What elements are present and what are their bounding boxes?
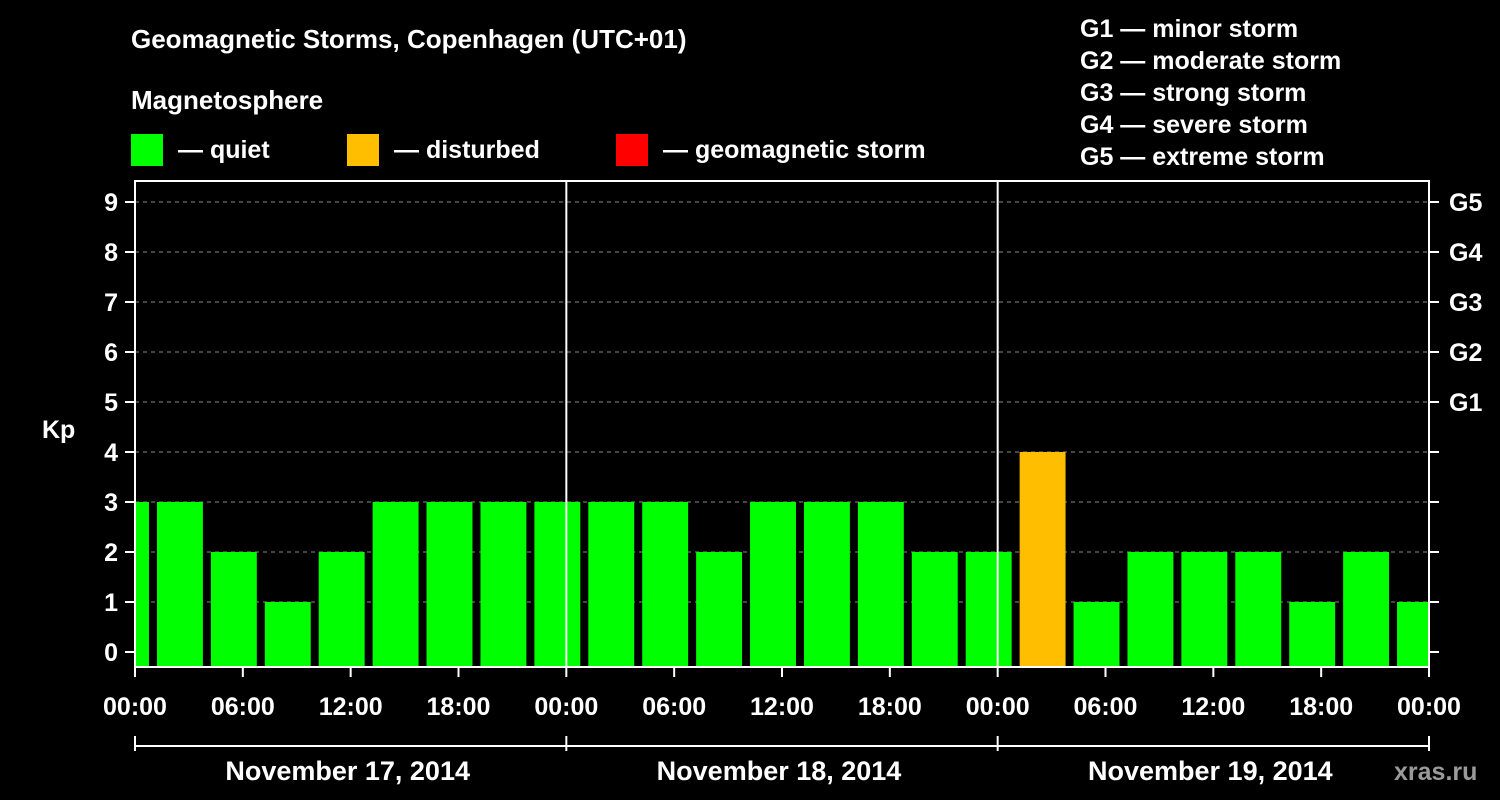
date-label: November 19, 2014 <box>1088 756 1333 786</box>
kp-bar <box>318 552 365 666</box>
x-tick-label: 18:00 <box>858 693 922 721</box>
date-axis: November 17, 2014 November 18, 2014 Novemb… <box>134 736 1430 786</box>
kp-bar <box>642 502 689 666</box>
legend-label: — disturbed <box>394 136 540 164</box>
x-tick-label: 06:00 <box>211 693 275 721</box>
g-scale-label: G4 <box>1449 239 1482 267</box>
kp-bar <box>965 552 1012 666</box>
kp-bar <box>156 502 203 666</box>
storm-scale-item: G5 — extreme storm <box>1080 143 1325 171</box>
storm-scale-item: G4 — severe storm <box>1080 111 1308 139</box>
kp-bar <box>372 502 419 666</box>
g-scale-label: G3 <box>1449 289 1482 317</box>
kp-bar <box>136 502 149 666</box>
x-tick-label: 00:00 <box>966 693 1030 721</box>
kp-bar <box>1181 552 1228 666</box>
kp-bar <box>210 552 257 666</box>
g-scale-label: G1 <box>1449 389 1482 417</box>
x-tick-label: 06:00 <box>1074 693 1138 721</box>
x-tick-label: 00:00 <box>534 693 598 721</box>
day-dividers <box>565 181 999 667</box>
x-tick-label: 18:00 <box>427 693 491 721</box>
kp-bar <box>588 502 635 666</box>
bars <box>136 452 1428 666</box>
y-tick-label: 2 <box>104 539 118 567</box>
storm-scale-item: G3 — strong storm <box>1080 79 1306 107</box>
kp-bar <box>696 552 743 666</box>
kp-bar <box>1019 452 1066 666</box>
x-ticks: 00:00 06:00 12:00 18:00 00:00 06:00 12:00 18:00… <box>103 667 1461 721</box>
x-tick-label: 18:00 <box>1289 693 1353 721</box>
g-scale-label: G5 <box>1449 189 1482 217</box>
plot-area: 0 1 2 3 4 5 6 7 8 9 G1 G2 G3 G4 G5 00:00 06:00 12:00 18:… <box>103 180 1482 721</box>
kp-bar <box>803 502 850 666</box>
kp-bar <box>750 502 796 666</box>
x-tick-label: 12:00 <box>319 693 383 721</box>
y-tick-label: 3 <box>104 489 118 517</box>
x-tick-label: 06:00 <box>642 693 706 721</box>
watermark: xras.ru <box>1394 758 1477 786</box>
kp-bar <box>264 602 311 666</box>
storm-scale-item: G1 — minor storm <box>1080 15 1298 43</box>
kp-bar <box>1235 552 1282 666</box>
storm-scale-item: G2 — moderate storm <box>1080 47 1341 75</box>
kp-bar <box>480 502 527 666</box>
date-label: November 18, 2014 <box>657 756 902 786</box>
x-tick-label: 12:00 <box>1181 693 1245 721</box>
legend: — quiet — disturbed — geomagnetic storm <box>131 134 926 166</box>
kp-bar <box>1289 602 1336 666</box>
y-tick-label: 8 <box>104 239 118 267</box>
storm-scale-list: G1 — minor storm G2 — moderate storm G3 — … <box>1080 15 1341 171</box>
y-tick-label: 9 <box>104 189 118 217</box>
kp-bar <box>857 502 904 666</box>
chart-title: Geomagnetic Storms, Copenhagen (UTC+01) <box>131 24 686 54</box>
kp-bar <box>534 502 581 666</box>
legend-label: — quiet <box>178 136 270 164</box>
date-label: November 17, 2014 <box>225 756 470 786</box>
y-tick-label: 5 <box>104 389 118 417</box>
legend-swatch <box>616 134 648 166</box>
x-tick-label: 00:00 <box>103 693 167 721</box>
y-tick-label: 6 <box>104 339 118 367</box>
y-axis-label: Kp <box>42 416 75 444</box>
y-tick-label: 4 <box>104 439 118 467</box>
kp-bar <box>911 552 958 666</box>
kp-bar <box>1397 602 1428 666</box>
kp-bar <box>1073 602 1120 666</box>
kp-bar <box>426 502 473 666</box>
y-tick-label: 1 <box>104 589 118 617</box>
legend-label: — geomagnetic storm <box>663 136 926 164</box>
y-ticks: 0 1 2 3 4 5 6 7 8 9 <box>104 189 135 667</box>
y-tick-label: 7 <box>104 289 118 317</box>
g-scale-label: G2 <box>1449 339 1482 367</box>
kp-bar <box>1127 552 1174 666</box>
legend-swatch <box>131 134 163 166</box>
y-tick-label: 0 <box>104 639 118 667</box>
kp-bar <box>1343 552 1390 666</box>
legend-swatch <box>347 134 379 166</box>
magnetosphere-label: Magnetosphere <box>131 85 323 115</box>
x-tick-label: 12:00 <box>750 693 814 721</box>
g-scale-ticks: G1 G2 G3 G4 G5 <box>1429 189 1482 653</box>
x-tick-label: 00:00 <box>1397 693 1461 721</box>
